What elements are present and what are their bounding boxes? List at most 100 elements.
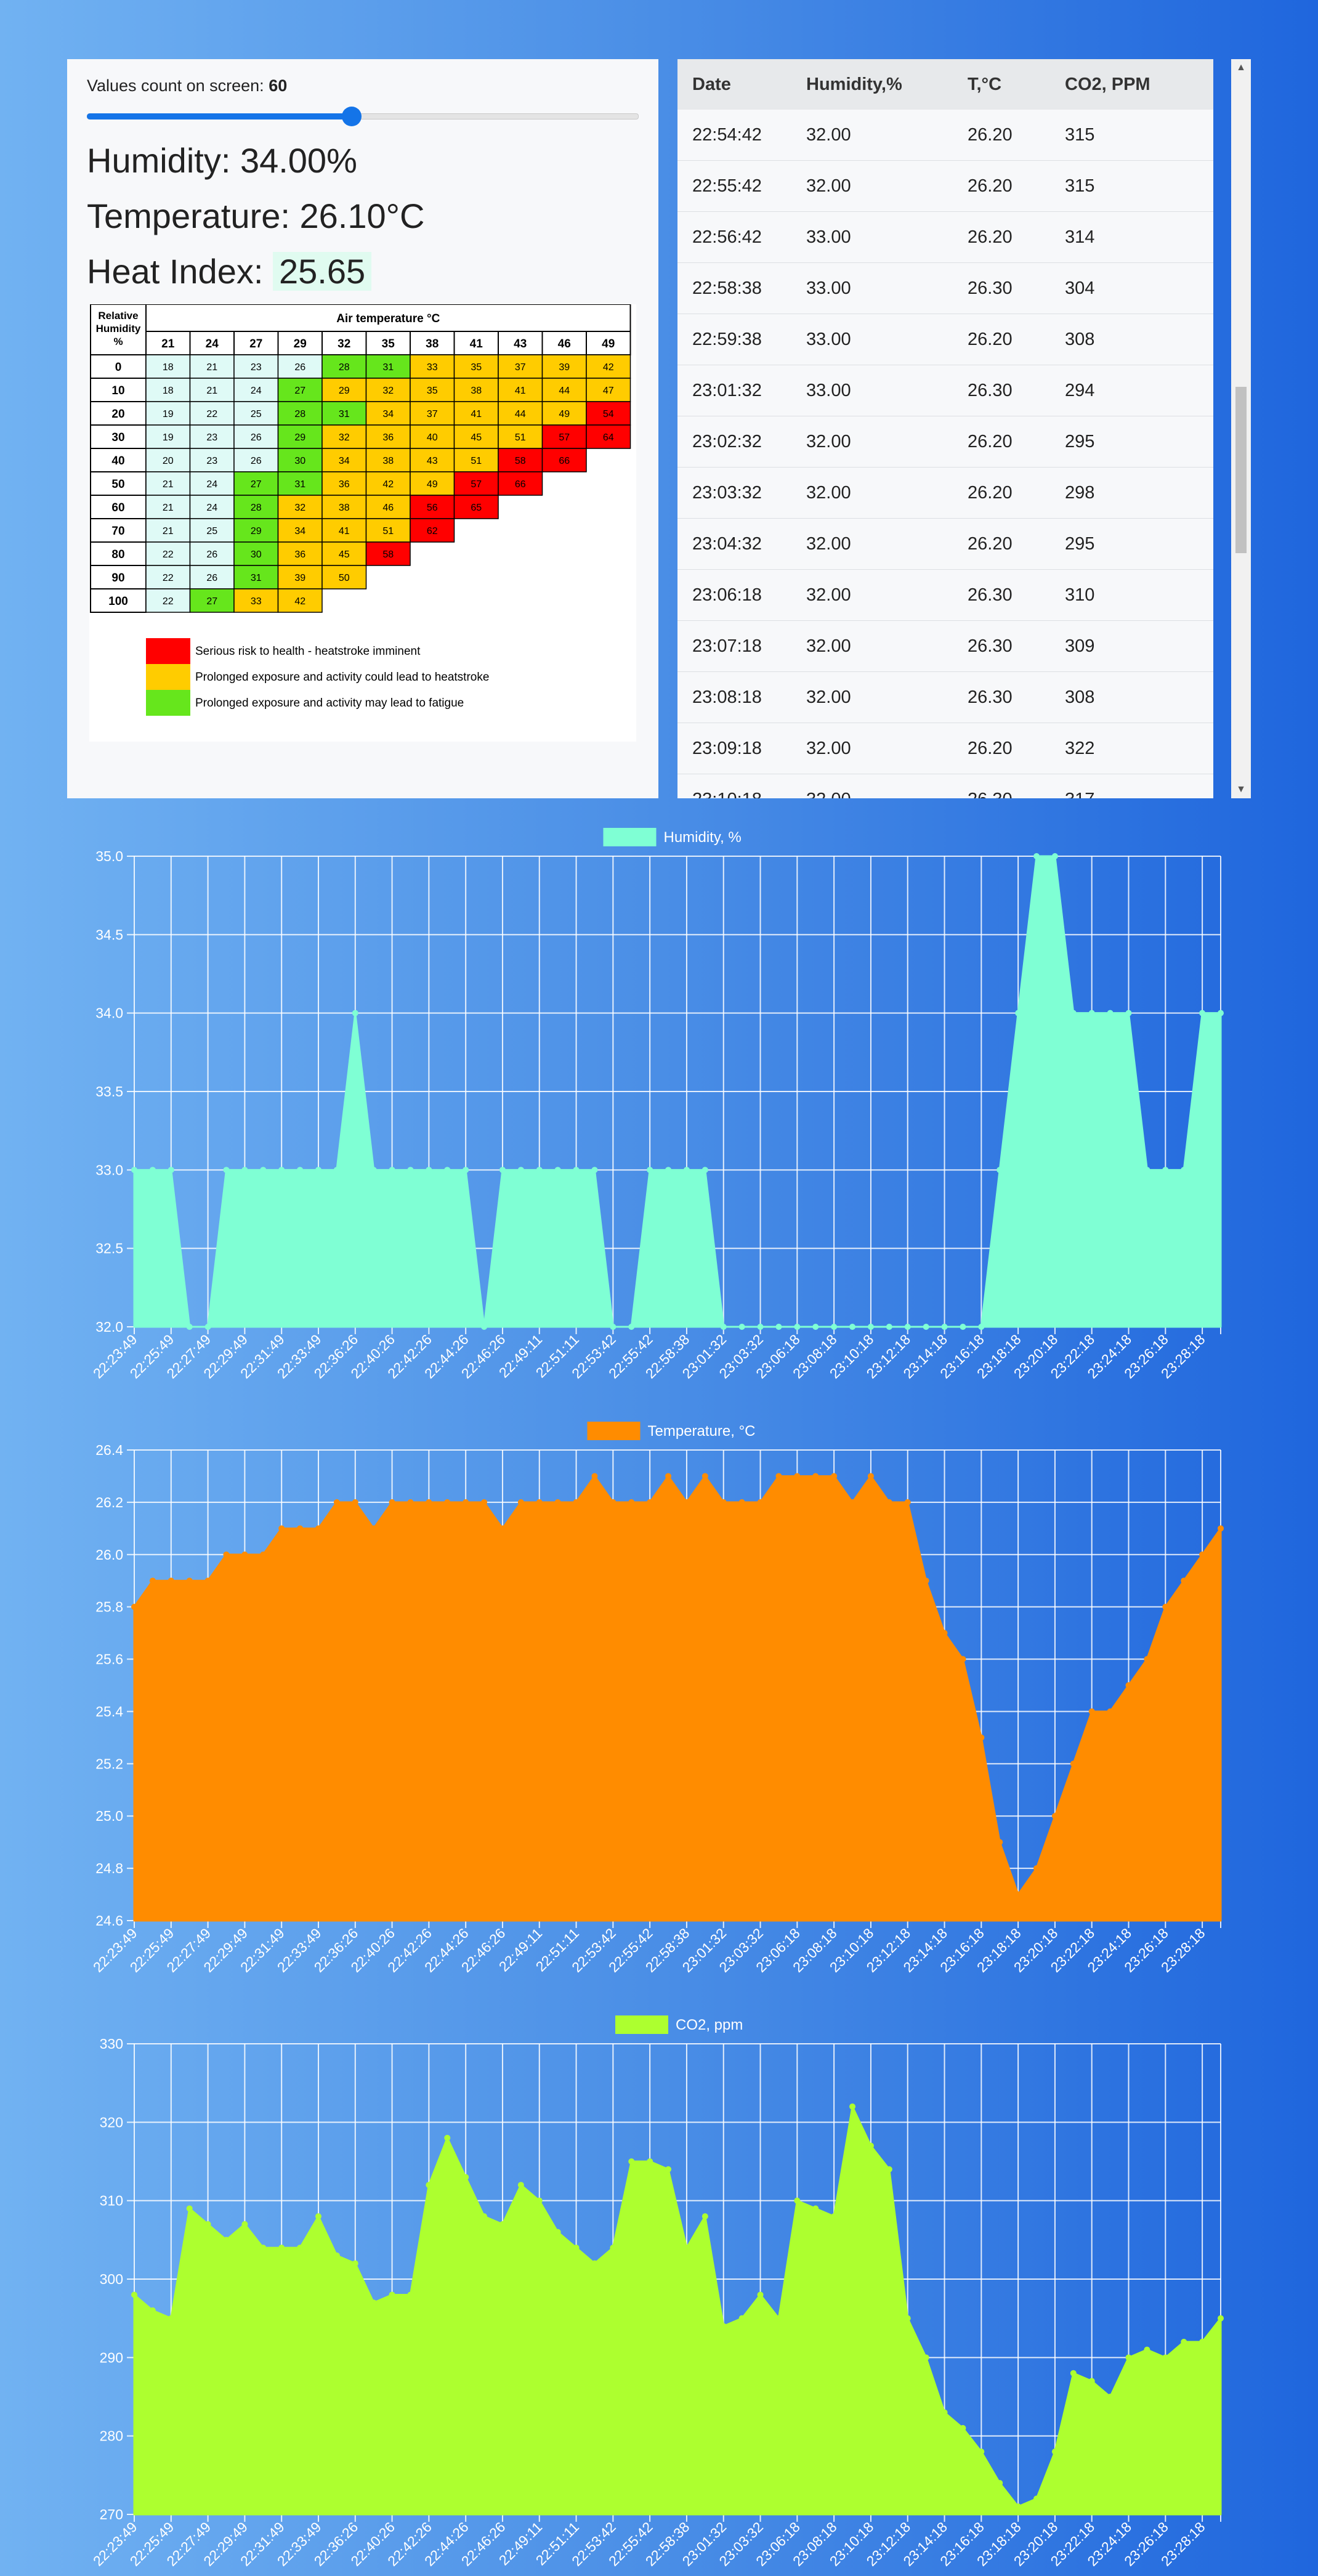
data-point[interactable] xyxy=(554,2229,561,2235)
data-point[interactable] xyxy=(1181,1167,1187,1173)
data-point[interactable] xyxy=(610,1499,617,1505)
data-point[interactable] xyxy=(407,1167,414,1173)
data-point[interactable] xyxy=(1162,1603,1169,1610)
data-point[interactable] xyxy=(997,1839,1003,1845)
data-point[interactable] xyxy=(389,1167,395,1173)
data-point[interactable] xyxy=(278,2245,285,2251)
chart-legend-label[interactable]: Temperature, °C xyxy=(648,1423,756,1440)
data-point[interactable] xyxy=(1218,1525,1224,1532)
data-point[interactable] xyxy=(149,1167,156,1173)
data-point[interactable] xyxy=(1107,1010,1114,1016)
data-point[interactable] xyxy=(1199,1010,1206,1016)
data-point[interactable] xyxy=(849,2103,856,2110)
data-point[interactable] xyxy=(960,1324,966,1330)
data-point[interactable] xyxy=(131,2291,137,2298)
data-point[interactable] xyxy=(610,1324,617,1330)
chart-legend-swatch[interactable] xyxy=(615,2015,668,2034)
data-point[interactable] xyxy=(260,1167,267,1173)
data-point[interactable] xyxy=(1125,2354,1132,2361)
data-point[interactable] xyxy=(407,2291,414,2298)
data-point[interactable] xyxy=(204,2221,211,2227)
data-point[interactable] xyxy=(941,1324,948,1330)
data-point[interactable] xyxy=(683,2245,690,2251)
data-point[interactable] xyxy=(1015,2503,1022,2510)
data-point[interactable] xyxy=(517,2182,524,2189)
data-point[interactable] xyxy=(223,1551,230,1558)
data-point[interactable] xyxy=(628,2158,635,2165)
data-point[interactable] xyxy=(701,1473,708,1480)
data-point[interactable] xyxy=(923,1324,929,1330)
data-point[interactable] xyxy=(389,1499,395,1505)
data-point[interactable] xyxy=(923,1578,929,1584)
data-point[interactable] xyxy=(204,1324,211,1330)
data-point[interactable] xyxy=(444,1167,451,1173)
data-point[interactable] xyxy=(241,1167,248,1173)
data-point[interactable] xyxy=(1107,1708,1114,1715)
data-point[interactable] xyxy=(223,2237,230,2243)
data-point[interactable] xyxy=(517,1167,524,1173)
data-point[interactable] xyxy=(757,2291,764,2298)
data-point[interactable] xyxy=(867,2142,874,2149)
data-point[interactable] xyxy=(1033,853,1040,859)
data-point[interactable] xyxy=(499,1525,506,1532)
data-point[interactable] xyxy=(168,1578,174,1584)
data-point[interactable] xyxy=(1070,2370,1077,2376)
data-point[interactable] xyxy=(960,2424,966,2431)
data-point[interactable] xyxy=(1144,1167,1150,1173)
data-point[interactable] xyxy=(186,1324,193,1330)
data-point[interactable] xyxy=(536,1499,543,1505)
scroll-down-arrow-icon[interactable]: ▼ xyxy=(1236,784,1246,795)
data-point[interactable] xyxy=(463,1167,469,1173)
data-point[interactable] xyxy=(1162,1167,1169,1173)
data-point[interactable] xyxy=(665,1167,672,1173)
data-point[interactable] xyxy=(812,1473,819,1480)
data-point[interactable] xyxy=(1033,1865,1040,1872)
data-point[interactable] xyxy=(738,1499,745,1505)
data-point[interactable] xyxy=(1144,1656,1150,1663)
data-point[interactable] xyxy=(794,1473,801,1480)
data-point[interactable] xyxy=(794,2197,801,2204)
data-point[interactable] xyxy=(260,1551,267,1558)
data-point[interactable] xyxy=(554,1167,561,1173)
data-point[interactable] xyxy=(720,1499,727,1505)
data-point[interactable] xyxy=(481,1324,488,1330)
data-point[interactable] xyxy=(867,1473,874,1480)
data-point[interactable] xyxy=(149,1578,156,1584)
data-point[interactable] xyxy=(647,1499,653,1505)
data-point[interactable] xyxy=(131,1167,137,1173)
data-point[interactable] xyxy=(1107,2394,1114,2400)
data-point[interactable] xyxy=(370,2299,377,2306)
values-count-slider[interactable] xyxy=(87,103,639,128)
data-point[interactable] xyxy=(168,2315,174,2322)
chart-legend-label[interactable]: CO2, ppm xyxy=(676,2017,743,2033)
data-point[interactable] xyxy=(168,1167,174,1173)
chart-legend-label[interactable]: Humidity, % xyxy=(664,829,742,846)
data-point[interactable] xyxy=(647,1167,653,1173)
data-point[interactable] xyxy=(757,1324,764,1330)
data-point[interactable] xyxy=(536,2197,543,2204)
data-point[interactable] xyxy=(1181,2338,1187,2345)
chart-legend-swatch[interactable] xyxy=(587,1422,641,1440)
data-point[interactable] xyxy=(315,1525,321,1532)
data-point[interactable] xyxy=(849,1324,856,1330)
data-point[interactable] xyxy=(352,1010,358,1016)
data-point[interactable] xyxy=(701,2213,708,2220)
data-point[interactable] xyxy=(241,1551,248,1558)
data-point[interactable] xyxy=(1199,1551,1206,1558)
data-point[interactable] xyxy=(573,1499,580,1505)
data-point[interactable] xyxy=(1033,2495,1040,2502)
data-point[interactable] xyxy=(738,2315,745,2322)
slider-thumb[interactable] xyxy=(342,107,362,126)
data-point[interactable] xyxy=(886,2166,892,2173)
data-point[interactable] xyxy=(389,2291,395,2298)
data-point[interactable] xyxy=(278,1167,285,1173)
data-point[interactable] xyxy=(941,2409,948,2416)
data-point[interactable] xyxy=(683,1499,690,1505)
data-point[interactable] xyxy=(352,1499,358,1505)
data-point[interactable] xyxy=(223,1167,230,1173)
data-point[interactable] xyxy=(1144,2346,1150,2353)
column-header-co2[interactable]: CO2, PPM xyxy=(1065,74,1150,94)
column-header-date[interactable]: Date xyxy=(692,74,731,94)
data-point[interactable] xyxy=(370,1167,377,1173)
data-point[interactable] xyxy=(1070,1760,1077,1767)
